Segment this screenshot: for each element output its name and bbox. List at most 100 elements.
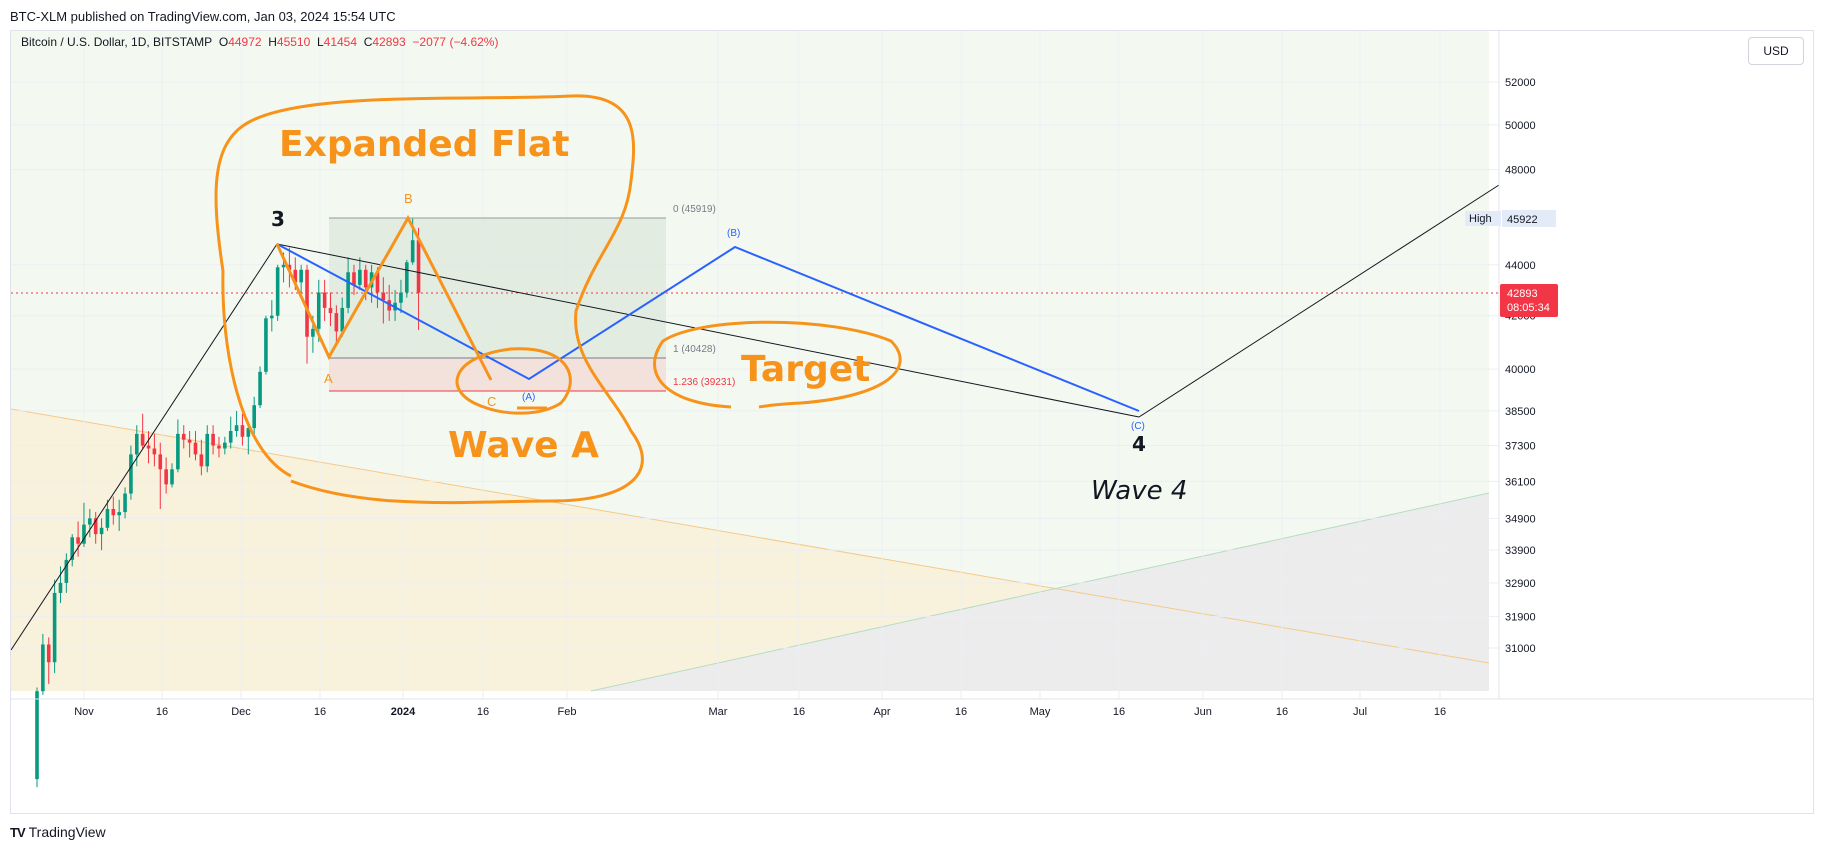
- candle-body: [381, 292, 386, 301]
- candle-body: [346, 272, 350, 308]
- fib-label-0: 0 (45919): [673, 204, 716, 215]
- wave-4-label: Wave 4: [1091, 476, 1187, 506]
- candle-body: [158, 454, 163, 470]
- low-value: 41454: [323, 35, 358, 49]
- price-tick-label: 52000: [1505, 77, 1536, 89]
- label-a: A: [324, 371, 333, 386]
- candle-body: [322, 292, 327, 308]
- price-tick-label: 50000: [1505, 120, 1536, 132]
- time-tick-label: 16: [1276, 706, 1288, 718]
- fib-label-1236: 1.236 (39231): [673, 377, 735, 388]
- time-tick-label: 16: [793, 706, 805, 718]
- high-value-legend: 45510: [276, 35, 311, 49]
- grid: [11, 31, 1499, 699]
- candle-body: [334, 313, 339, 332]
- candle-body: [193, 442, 198, 455]
- candle-body: [275, 267, 280, 316]
- candle-body: [410, 240, 415, 263]
- candle-body: [187, 439, 192, 443]
- time-tick-label: Feb: [558, 706, 577, 718]
- candle-body: [281, 264, 286, 268]
- time-tick-label: Jun: [1194, 706, 1212, 718]
- candle-body: [363, 269, 368, 288]
- wave-a-c-circle: [455, 347, 572, 415]
- time-tick-label: 16: [156, 706, 168, 718]
- wave-4-number: 4: [1132, 432, 1146, 456]
- price-tick-label: 33900: [1505, 545, 1536, 557]
- candle-body: [64, 559, 69, 583]
- candle-body: [76, 537, 80, 544]
- time-tick-label: 16: [1434, 706, 1446, 718]
- candle-body: [117, 512, 121, 516]
- candle-body: [58, 582, 63, 593]
- candle-body: [234, 425, 239, 431]
- candle-body: [52, 592, 57, 663]
- candle-body: [328, 307, 333, 314]
- wave-3-number: 3: [271, 207, 285, 231]
- candle-body: [405, 262, 409, 293]
- price-axis[interactable]: 5200050000480004400042000400003850037300…: [1505, 77, 1536, 655]
- footer-brand-name: TradingView: [28, 824, 106, 840]
- candle-body: [416, 240, 421, 293]
- candle-body: [111, 508, 116, 516]
- candle-body: [170, 469, 174, 485]
- projection-path: [276, 243, 1140, 412]
- fib-label-1: 1 (40428): [673, 344, 716, 355]
- candle-body: [164, 469, 168, 485]
- change-value: −2077 (−4.62%): [412, 35, 499, 49]
- open-label: O: [218, 35, 229, 49]
- currency-button[interactable]: USD: [1748, 37, 1804, 65]
- candle-body: [46, 644, 51, 663]
- candle-body: [252, 405, 256, 429]
- candle-body: [287, 264, 292, 270]
- time-tick-label: Jul: [1353, 706, 1367, 718]
- time-tick-label: 16: [477, 706, 489, 718]
- publisher-line: BTC-XLM published on TradingView.com, Ja…: [10, 9, 396, 24]
- candle-body: [176, 433, 180, 470]
- footer-brand[interactable]: TV TradingView: [10, 824, 106, 840]
- expanded-flat-label: Expanded Flat: [279, 124, 569, 165]
- last-price-tag: [1500, 284, 1558, 317]
- price-tick-label: 40000: [1505, 364, 1536, 376]
- low-label: L: [316, 35, 324, 49]
- symbol-title: Bitcoin / U.S. Dollar, 1D, BITSTAMP: [21, 35, 213, 49]
- candle-body: [123, 493, 127, 513]
- candle-body: [387, 300, 391, 311]
- label-pb: (B): [727, 228, 740, 239]
- fib-zone-lower: [329, 358, 666, 391]
- time-axis[interactable]: Nov 16 Dec 16 2024 16 Feb Mar 16 Apr 16 May 16 Jun 16 J…: [74, 706, 1446, 718]
- candle-body: [270, 315, 274, 319]
- time-tick-label: 16: [955, 706, 967, 718]
- last-price-value: 42893: [1507, 288, 1538, 300]
- expanded-flat-circle: [214, 94, 644, 505]
- open-value: 44972: [228, 35, 262, 49]
- chart-frame[interactable]: 0 (45919) 1 (40428) 1.236 (39231) Expand…: [10, 30, 1814, 814]
- target-label: Target: [741, 349, 870, 390]
- price-tick-label: 48000: [1505, 165, 1536, 177]
- candle-body: [205, 433, 210, 467]
- candle-body: [228, 430, 233, 443]
- candle-body: [82, 524, 86, 544]
- candle-body: [70, 537, 75, 560]
- candle-body: [340, 307, 345, 332]
- candle-body: [264, 318, 268, 372]
- candle-body: [240, 425, 245, 437]
- fan-line-orange: [11, 408, 1490, 664]
- label-b: B: [404, 191, 413, 206]
- price-tick-label: 32900: [1505, 578, 1536, 590]
- price-tick-label: 31900: [1505, 612, 1536, 624]
- time-tick-label: May: [1030, 706, 1051, 718]
- price-chart[interactable]: 0 (45919) 1 (40428) 1.236 (39231) Expand…: [11, 31, 1813, 813]
- candle-body: [311, 328, 315, 337]
- candle-body: [399, 292, 403, 303]
- time-tick-label: 16: [314, 706, 326, 718]
- candle-body: [316, 292, 321, 329]
- candle-body: [258, 371, 262, 406]
- candle-body: [129, 454, 133, 494]
- time-tick-label: 2024: [391, 706, 416, 718]
- high-value-bg: [1502, 210, 1556, 227]
- trendline-up: [11, 243, 278, 651]
- label-c: C: [487, 394, 496, 409]
- candle-body: [246, 428, 251, 437]
- symbol-legend: Bitcoin / U.S. Dollar, 1D, BITSTAMP O449…: [21, 35, 498, 49]
